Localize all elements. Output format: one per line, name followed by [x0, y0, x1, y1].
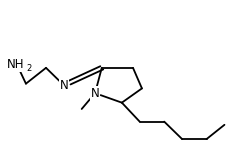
Text: N: N [59, 79, 68, 92]
Text: 2: 2 [26, 64, 31, 73]
Text: NH: NH [7, 58, 25, 71]
Text: N: N [91, 87, 100, 100]
